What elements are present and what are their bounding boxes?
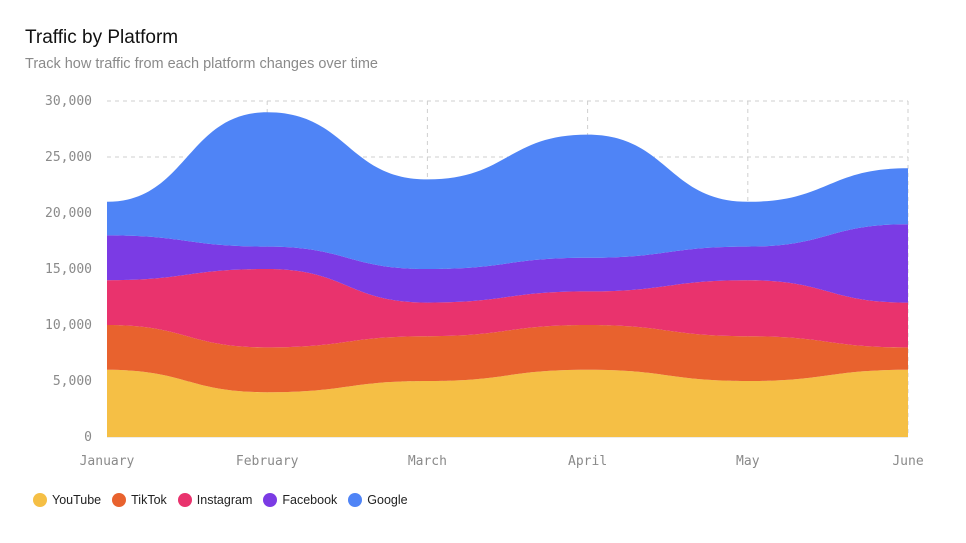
y-tick-label: 30,000: [45, 94, 92, 109]
y-tick-label: 25,000: [45, 150, 92, 165]
y-tick-label: 5,000: [53, 374, 92, 389]
area-youtube: [107, 369, 908, 437]
legend-label: Google: [367, 493, 408, 507]
legend: YouTube TikTok Instagram Facebook Google: [33, 493, 408, 507]
x-axis: January February March April May June: [80, 454, 924, 469]
y-tick-label: 10,000: [45, 318, 92, 333]
y-tick-label: 15,000: [45, 262, 92, 277]
legend-label: Instagram: [196, 493, 253, 507]
y-axis: 0 5,000 10,000 15,000 20,000 25,000 30,000: [45, 94, 92, 445]
legend-swatch: [348, 493, 363, 507]
x-tick-label: January: [80, 454, 135, 469]
legend-item-instagram[interactable]: Instagram: [177, 493, 253, 507]
x-tick-label: April: [568, 454, 607, 469]
legend-swatch: [33, 493, 47, 507]
x-tick-label: March: [408, 454, 447, 469]
area-tiktok: [107, 325, 908, 393]
chart-subtitle: Track how traffic from each platform cha…: [25, 56, 378, 72]
legend-item-facebook[interactable]: Facebook: [263, 493, 337, 507]
legend-item-tiktok[interactable]: TikTok: [112, 493, 167, 507]
area-instagram: [107, 269, 908, 348]
legend-item-youtube[interactable]: YouTube: [33, 493, 101, 507]
legend-label: YouTube: [52, 493, 102, 507]
legend-label: Facebook: [282, 493, 338, 507]
y-tick-label: 0: [84, 430, 92, 445]
legend-swatch: [112, 493, 127, 507]
area-google: [107, 112, 908, 269]
x-tick-label: June: [892, 454, 923, 469]
series-areas: [107, 112, 908, 437]
legend-label: TikTok: [131, 493, 167, 507]
legend-swatch: [263, 493, 278, 507]
legend-swatch: [177, 493, 192, 507]
legend-item-google[interactable]: Google: [348, 493, 408, 507]
chart-title: Traffic by Platform: [25, 27, 179, 48]
x-tick-label: February: [236, 454, 299, 469]
x-tick-label: May: [736, 454, 760, 469]
y-tick-label: 20,000: [45, 206, 92, 221]
